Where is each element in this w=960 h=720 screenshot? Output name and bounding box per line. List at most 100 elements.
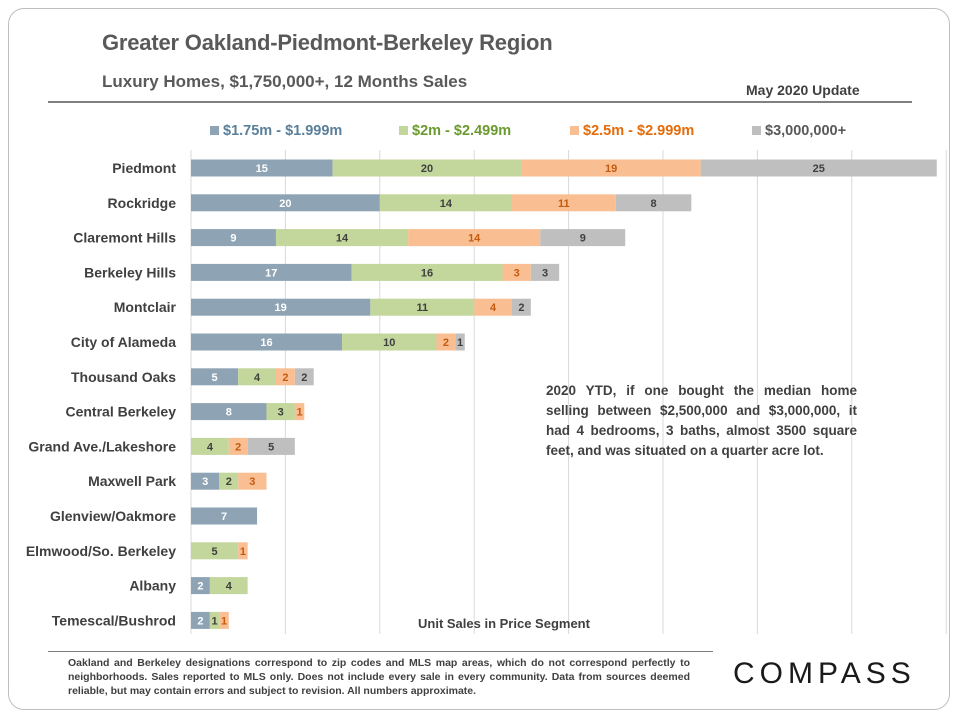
bar-segment	[511, 298, 531, 316]
data-label: 16	[260, 337, 272, 349]
data-label: 3	[278, 407, 284, 419]
bar-segment	[615, 194, 692, 212]
bar-segment	[191, 333, 343, 351]
category-label: Maxwell Park	[88, 473, 176, 489]
category-label: Berkeley Hills	[84, 264, 176, 280]
slide-frame	[8, 8, 950, 710]
legend-swatch	[210, 126, 219, 135]
data-label: 2	[197, 615, 203, 627]
category-label: Elmwood/So. Berkeley	[26, 543, 176, 559]
category-label: Piedmont	[112, 160, 176, 176]
bar-segment	[294, 368, 314, 386]
data-label: 5	[268, 441, 274, 453]
legend-label: $1.75m - $1.999m	[223, 123, 342, 139]
bar-segment	[342, 333, 437, 351]
data-label: 5	[212, 372, 218, 384]
bar-segment	[540, 229, 626, 247]
legend-swatch	[752, 126, 761, 135]
data-label: 8	[226, 407, 232, 419]
bar-segment	[408, 229, 541, 247]
bar-segment	[370, 298, 475, 316]
category-labels: Piedmont Rockridge Claremont Hills Berkeley…	[26, 160, 177, 628]
data-label: 11	[416, 302, 428, 314]
data-label: 19	[275, 302, 287, 314]
bar-segment	[238, 542, 248, 560]
bar-segment	[191, 611, 210, 629]
x-axis-label: Unit Sales in Price Segment	[418, 616, 590, 631]
data-label: 4	[254, 372, 261, 384]
data-label: 11	[558, 198, 570, 210]
bar-segment	[511, 194, 616, 212]
bar-segment	[238, 472, 267, 490]
data-label: 19	[605, 163, 617, 175]
bar-segment	[191, 437, 229, 455]
data-label: 10	[383, 337, 395, 349]
update-label: May 2020 Update	[746, 82, 860, 98]
data-label: 3	[514, 267, 520, 279]
data-label: 2	[443, 337, 449, 349]
legend-label: $3,000,000+	[765, 123, 846, 139]
footer-disclaimer: Oakland and Berkeley designations corres…	[68, 657, 690, 697]
bar-segment	[191, 194, 380, 212]
data-label: 2	[282, 372, 288, 384]
data-label: 14	[468, 233, 481, 245]
bar-segment	[191, 159, 333, 177]
bar-segment	[191, 229, 276, 247]
bar-segment	[266, 403, 295, 421]
data-label: 7	[221, 511, 227, 523]
data-label: 4	[207, 441, 214, 453]
category-label: Glenview/Oakmore	[50, 508, 176, 524]
data-label: 25	[813, 163, 825, 175]
bar-segment	[228, 437, 248, 455]
data-label: 3	[542, 267, 548, 279]
data-label: 1	[212, 615, 218, 627]
data-label: 14	[440, 198, 453, 210]
chart-subtitle: Luxury Homes, $1,750,000+, 12 Months Sal…	[102, 72, 468, 91]
bar-segment	[436, 333, 456, 351]
bar-segment	[521, 159, 701, 177]
footer-divider	[48, 651, 713, 652]
bar-segment	[191, 542, 239, 560]
bar-segment	[502, 263, 531, 281]
annotation-note: 2020 YTD, if one bought the median home …	[546, 383, 857, 458]
data-label: 4	[226, 581, 233, 593]
bar-segment	[351, 263, 503, 281]
bar-segment	[275, 368, 295, 386]
legend-label: $2m - $2.499m	[412, 123, 511, 139]
bar-segment	[191, 368, 239, 386]
bar-segment	[191, 298, 371, 316]
data-label: 2	[197, 581, 203, 593]
data-label: 5	[212, 546, 218, 558]
bar-segment	[275, 229, 409, 247]
legend-label: $2.5m - $2.999m	[583, 123, 694, 139]
chart-title: Greater Oakland-Piedmont-Berkeley Region	[102, 30, 553, 55]
data-label: 17	[265, 267, 277, 279]
data-label: 4	[490, 302, 497, 314]
data-label: 15	[256, 163, 268, 175]
category-label: Albany	[129, 578, 176, 594]
data-label: 9	[230, 233, 236, 245]
data-label: 8	[650, 198, 656, 210]
data-label: 20	[421, 163, 433, 175]
data-label: 1	[221, 615, 227, 627]
bar-segment	[191, 577, 210, 595]
data-label: 20	[279, 198, 291, 210]
data-label: 3	[202, 476, 208, 488]
data-label: 9	[580, 233, 586, 245]
bar-segment	[332, 159, 522, 177]
category-label: Grand Ave./Lakeshore	[28, 438, 176, 454]
bar-segment	[530, 263, 560, 281]
bar-segment	[191, 403, 267, 421]
data-label: 1	[457, 337, 463, 349]
data-label: 14	[336, 233, 349, 245]
data-label: 3	[249, 476, 255, 488]
bar-segment	[294, 403, 305, 421]
data-label: 2	[226, 476, 232, 488]
bar-segment	[209, 611, 220, 629]
bar-segment	[700, 159, 937, 177]
category-label: Temescal/Bushrod	[52, 612, 176, 628]
compass-logo: COMPASS	[733, 657, 916, 690]
data-label: 1	[240, 546, 246, 558]
